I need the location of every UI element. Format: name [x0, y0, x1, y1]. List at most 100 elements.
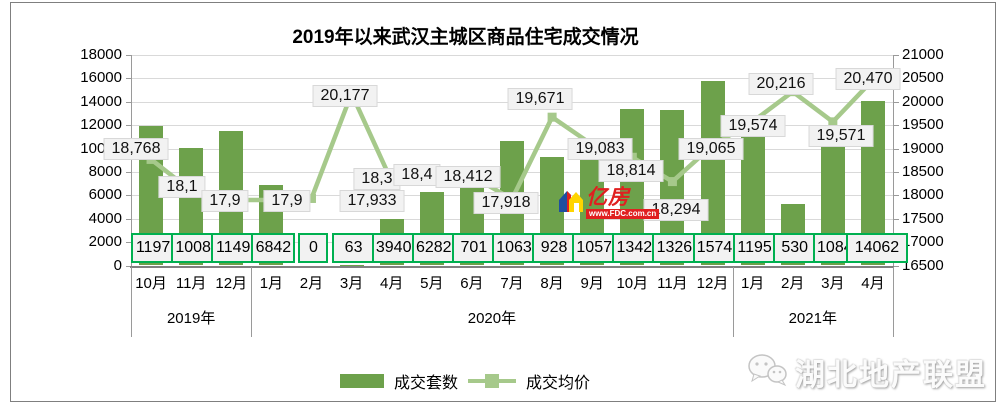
price-label: 17,9: [201, 190, 249, 212]
chart-title: 2019年以来武汉主城区商品住宅成交情况: [292, 27, 639, 48]
legend-line-label: 成交均价: [526, 375, 591, 392]
fdc-brand-text: 亿房: [586, 186, 630, 209]
price-label: 19,574: [720, 115, 786, 137]
month-label: 2月: [299, 275, 324, 292]
count-box: 14062: [845, 233, 908, 263]
legend: 成交套数 成交均价: [340, 369, 590, 393]
left-axis-tick: [126, 242, 131, 244]
count-box: 1326: [652, 233, 697, 263]
right-axis-label: 20500: [902, 69, 944, 87]
right-axis-line: [893, 55, 894, 268]
left-axis-tick: [126, 125, 131, 127]
price-label: 18,768: [103, 138, 169, 160]
year-label: 2019年: [166, 310, 216, 327]
right-axis-label: 17500: [902, 209, 944, 227]
watermark-text: 湖北地产联盟: [795, 359, 987, 392]
right-axis-tick: [893, 218, 899, 220]
count-box: 1195: [732, 233, 777, 263]
right-axis-tick: [893, 265, 899, 267]
month-label: 3月: [339, 275, 364, 292]
right-axis-label: 17000: [902, 233, 944, 251]
gridline: [131, 55, 893, 56]
right-axis-label: 16500: [902, 256, 944, 274]
price-label: 17,933: [339, 190, 405, 212]
price-label: 20,216: [748, 73, 814, 95]
count-box: 6282: [411, 233, 456, 263]
price-label: 19,671: [507, 88, 573, 110]
month-label: 11月: [657, 275, 688, 292]
year-separator: [251, 266, 253, 337]
price-label: 17,918: [473, 192, 539, 214]
count-box: 1574: [692, 233, 737, 263]
count-box: 3940: [371, 233, 416, 263]
price-label: 19,571: [808, 125, 874, 147]
left-axis-label: 14000: [80, 92, 122, 110]
month-label: 10月: [616, 275, 649, 292]
fdc-house-icon: [558, 188, 584, 219]
count-box: 1057: [572, 233, 617, 263]
month-label: 10月: [135, 275, 167, 292]
legend-bar-swatch: [340, 374, 384, 388]
left-axis-label: 12000: [80, 116, 122, 134]
count-box: 530: [772, 233, 817, 263]
month-label: 3月: [821, 275, 845, 292]
month-label: 12月: [696, 275, 729, 292]
right-axis-tick: [893, 55, 899, 56]
left-axis-tick: [126, 265, 131, 267]
year-separator: [732, 266, 734, 337]
right-axis-tick: [893, 125, 899, 127]
watermark: 湖北地产联盟: [747, 350, 987, 394]
right-axis-label: 20000: [902, 92, 944, 110]
right-axis-label: 18500: [902, 162, 944, 180]
left-axis-label: 0: [113, 256, 122, 274]
right-axis-label: 19500: [902, 116, 944, 134]
left-axis-tick: [126, 171, 131, 173]
count-box: 1197: [131, 233, 176, 263]
count-box: 928: [532, 233, 577, 263]
year-label: 2020年: [467, 310, 517, 327]
left-axis-label: 6000: [88, 186, 122, 204]
left-axis-tick: [126, 55, 131, 56]
right-axis-label: 19000: [902, 139, 944, 157]
left-axis-tick: [126, 218, 131, 220]
left-axis-tick: [126, 101, 131, 103]
count-box: 701: [451, 233, 496, 263]
month-label: 1月: [259, 275, 284, 292]
month-label: 4月: [861, 275, 885, 292]
right-axis-tick: [893, 171, 899, 173]
month-label: 9月: [580, 275, 604, 292]
month-label: 2月: [781, 275, 805, 292]
left-axis-tick: [126, 195, 131, 197]
price-label: 18,4: [393, 164, 441, 186]
right-axis-tick: [893, 195, 899, 197]
price-label: 18,294: [643, 199, 709, 221]
left-axis-label: 4000: [88, 209, 122, 227]
price-label: 18,412: [435, 166, 501, 188]
price-label: 18,3: [353, 168, 401, 190]
count-box: 0: [298, 233, 329, 263]
price-label: 19,065: [678, 138, 744, 160]
price-label: 20,470: [835, 68, 901, 90]
count-box: 1342: [612, 233, 657, 263]
price-label: 17,9: [263, 190, 311, 212]
right-axis-label: 21000: [902, 46, 944, 63]
count-box: 1008: [171, 233, 216, 263]
year-separator: [893, 266, 894, 337]
right-axis-label: 18000: [902, 186, 944, 204]
left-axis-label: 8000: [88, 162, 122, 180]
month-label: 12月: [215, 275, 248, 292]
year-separator: [131, 266, 132, 337]
x-axis-line: [130, 266, 894, 268]
right-axis-tick: [893, 148, 899, 150]
price-label: 18,814: [598, 160, 664, 182]
bar-3月: [339, 264, 364, 266]
month-label: 5月: [420, 275, 444, 292]
left-axis-line: [131, 55, 132, 268]
month-label: 1月: [740, 275, 765, 292]
month-label: 8月: [540, 275, 564, 292]
month-label: 6月: [460, 275, 484, 292]
count-box: 1149: [211, 233, 256, 263]
legend-line-swatch: [468, 374, 517, 388]
month-label: 11月: [175, 275, 207, 292]
